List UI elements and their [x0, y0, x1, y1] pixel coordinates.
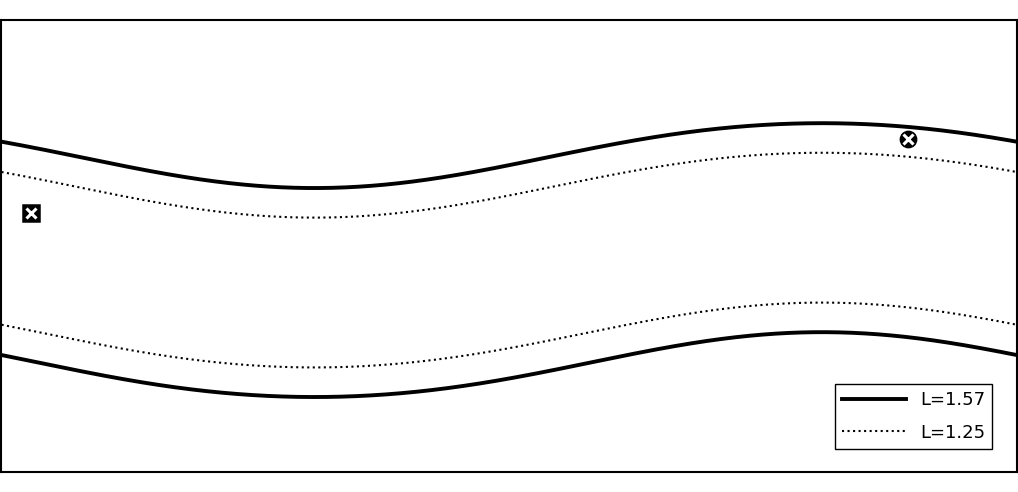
Legend: L=1.57, L=1.25: L=1.57, L=1.25: [835, 384, 993, 449]
